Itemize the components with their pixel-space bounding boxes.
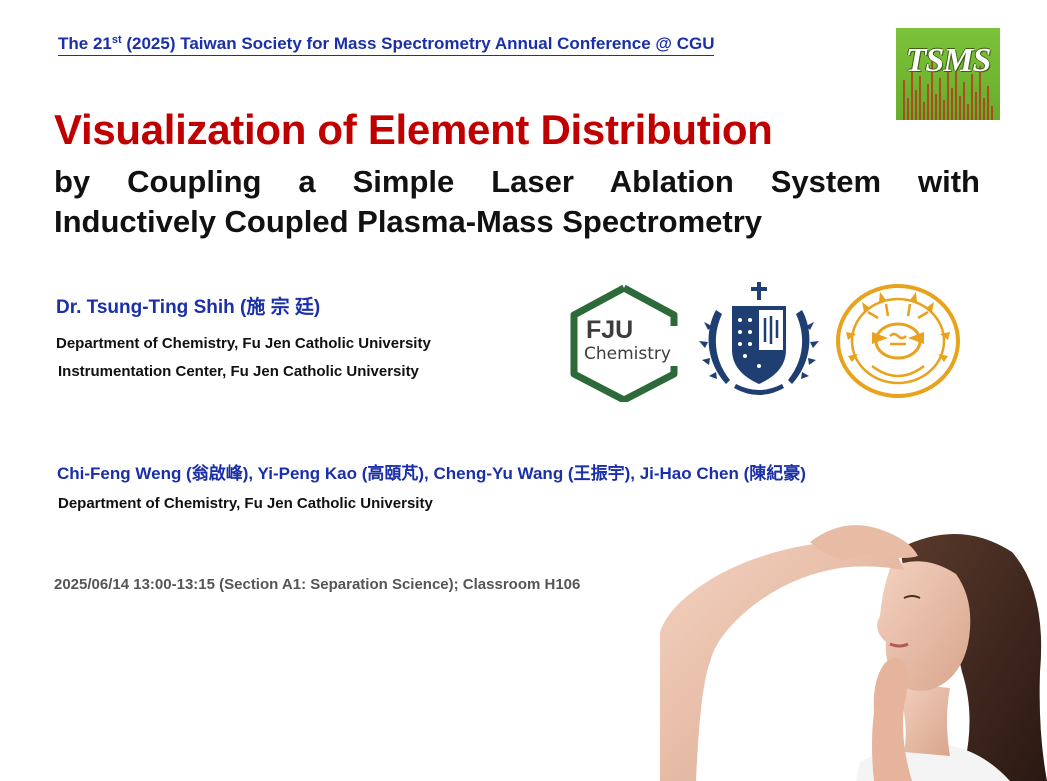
subtitle-line-1: by Coupling a Simple Laser Ablation Syst…	[54, 164, 980, 199]
conference-heading: The 21st (2025) Taiwan Society for Mass …	[58, 34, 715, 56]
presenter-affiliation-1: Department of Chemistry, Fu Jen Catholic…	[56, 335, 431, 352]
presenter-affiliation-2: Instrumentation Center, Fu Jen Catholic …	[58, 363, 419, 380]
tsms-logo-text: TSMS	[905, 42, 992, 79]
session-datetime: 2025/06/14 13:00-13:15 (Section A1: Sepa…	[54, 576, 581, 593]
presenter-name: Dr. Tsung-Ting Shih (施 宗 廷)	[56, 297, 321, 318]
subtitle-line-2: Inductively Coupled Plasma-Mass Spectrom…	[54, 204, 763, 239]
tsms-logo: TSMS	[896, 28, 1000, 120]
page-title: Visualization of Element Distribution	[54, 106, 773, 153]
conference-ordinal-suffix: st	[111, 34, 122, 46]
conference-rest: (2025) Taiwan Society for Mass Spectrome…	[121, 34, 715, 53]
fju-seal-icon	[699, 282, 819, 395]
fju-logo-text: FJU	[586, 316, 634, 344]
coauthors-names: Chi-Feng Weng (翁啟峰), Yi-Peng Kao (高頤芃), …	[57, 464, 806, 483]
fju-chemistry-logo: FJU Chemistry	[562, 282, 687, 402]
hexagon-icon	[570, 284, 678, 402]
cgu-seal-icon	[836, 284, 960, 398]
page-subtitle: by Coupling a Simple Laser Ablation Syst…	[54, 162, 980, 242]
coauthors-affiliation: Department of Chemistry, Fu Jen Catholic…	[58, 495, 433, 512]
fju-logo-subtext: Chemistry	[584, 344, 671, 364]
mass-spectrum-spikes-icon	[903, 58, 993, 120]
woman-looking-up-photo	[660, 525, 1047, 781]
conference-prefix: The 21	[58, 34, 112, 53]
